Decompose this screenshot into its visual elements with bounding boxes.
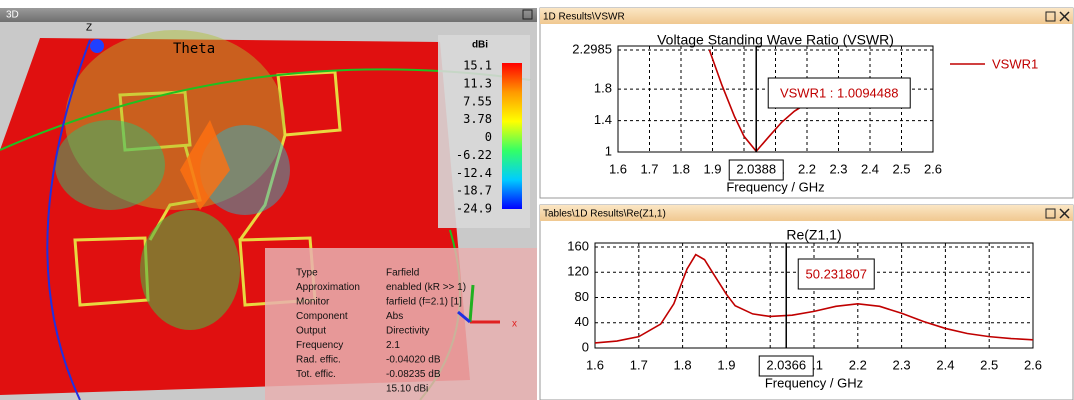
y-tick-label: 0	[582, 339, 589, 354]
info-value: enabled (kR >> 1)	[386, 282, 466, 293]
pattern-core	[180, 120, 230, 210]
x-tick-label: 2.3	[893, 357, 911, 372]
colorbar	[502, 63, 522, 209]
axis-x-label: x	[512, 319, 517, 330]
x-axis-label: Frequency / GHz	[726, 179, 824, 194]
x-axis-label: Frequency / GHz	[765, 375, 863, 390]
info-key: Output	[296, 326, 326, 337]
y-tick-label: 2.2985	[572, 41, 612, 56]
title-bar	[540, 8, 1073, 24]
y-tick-label: 40	[575, 314, 589, 329]
x-tick-label: 2.5	[892, 161, 910, 176]
colorbar-label: -6.22	[456, 148, 492, 162]
x-tick-label: 1.8	[672, 161, 690, 176]
x-tick-label: 2.4	[861, 161, 879, 176]
colorbar-label: 15.1	[463, 59, 492, 73]
y-tick-label: 120	[567, 264, 589, 279]
colorbar-label: 0	[485, 130, 492, 144]
info-value: farfield (f=2.1) [1]	[386, 297, 462, 308]
x-tick-label: 2.6	[1024, 357, 1042, 372]
colorbar-label: 11.3	[463, 76, 492, 90]
pattern-lobe	[200, 125, 290, 215]
x-tick-label: 2.5	[980, 357, 998, 372]
y-tick-label: 1.8	[594, 81, 612, 96]
series-line	[595, 253, 1033, 344]
chart-title: Re(Z1,1)	[786, 227, 841, 243]
colorbar-label: -18.7	[456, 184, 492, 198]
info-value: -0.04020 dB	[386, 355, 441, 366]
marker-value-label: 50.231807	[806, 266, 867, 281]
y-tick-label: 1.4	[594, 112, 612, 127]
panel-title: Tables\1D Results\Re(Z1,1)	[543, 209, 666, 220]
maximize-button[interactable]	[1045, 11, 1056, 22]
info-key: Frequency	[296, 340, 343, 351]
info-key: Rad. effic.	[296, 355, 341, 366]
x-tick-label: 1.7	[640, 161, 658, 176]
x-tick-label: 1.8	[674, 357, 692, 372]
info-key: Component	[296, 311, 348, 322]
panel-3d: 3D Z Theta dBi 15.1 11.3 7.55 3.78 0 -6.22 -12…	[0, 8, 537, 400]
axis-triad: x	[457, 284, 517, 330]
x-tick-label: 1.6	[586, 357, 604, 372]
maximize-button[interactable]	[1045, 208, 1056, 219]
x-tick-label: 2.6	[924, 161, 942, 176]
info-key: Tot. effic.	[296, 369, 336, 380]
x-tick-label: 1.7	[630, 357, 648, 372]
chart-title: Voltage Standing Wave Ratio (VSWR)	[657, 32, 894, 48]
legend-label: VSWR1	[992, 56, 1038, 71]
axis-handle	[90, 39, 104, 53]
x-tick-label: 1.6	[609, 161, 627, 176]
info-value: -0.08235 dB	[386, 369, 441, 380]
colorbar-label: -12.4	[456, 166, 492, 180]
x-tick-label: 1.9	[717, 357, 735, 372]
info-key: Approximation	[296, 282, 360, 293]
title-bar	[540, 205, 1073, 221]
y-tick-label: 160	[567, 238, 589, 253]
marker-x-label: 2.0388	[736, 161, 776, 176]
close-button[interactable]	[1059, 208, 1070, 219]
x-tick-label: 2.3	[829, 161, 847, 176]
panel-title: 1D Results\VSWR	[543, 12, 625, 23]
colorbar-label: 7.55	[463, 94, 492, 108]
chart-panel: 1D Results\VSWR 1 1.4 1.8 2.2985 1.6 1.7 1.8 1.9…	[539, 7, 1074, 199]
axis-label: Theta	[173, 41, 215, 57]
maximize-button[interactable]	[522, 9, 533, 20]
info-value: Directivity	[386, 326, 429, 337]
close-button[interactable]	[1059, 11, 1070, 22]
info-value: 2.1	[386, 340, 400, 351]
colorbar-label: 3.78	[463, 112, 492, 126]
info-key: Type	[296, 268, 318, 279]
x-tick-label: 1.9	[703, 161, 721, 176]
marker-x-box	[728, 159, 784, 181]
axis-z-label: Z	[86, 23, 92, 34]
marker-value-label: VSWR1 : 1.0094488	[780, 85, 899, 100]
pattern-lobe	[140, 210, 240, 330]
y-tick-label: 80	[575, 289, 589, 304]
marker-x-box	[758, 355, 814, 377]
info-value: Abs	[386, 311, 403, 322]
chart-panel: Tables\1D Results\Re(Z1,1) 0 40 80 120 160 1.6…	[539, 204, 1074, 400]
pattern-lobe	[55, 120, 165, 210]
x-tick-label: 2.2	[849, 357, 867, 372]
panel-title: 3D	[6, 10, 19, 21]
title-bar	[0, 8, 537, 22]
marker-value-box	[797, 258, 875, 290]
y-tick-label: 1	[605, 143, 612, 158]
marker-x-label: 2.0366	[766, 357, 806, 372]
x-tick-label: 2.2	[798, 161, 816, 176]
info-overlay	[265, 248, 537, 400]
info-key: Monitor	[296, 297, 330, 308]
marker-value-box	[767, 77, 911, 109]
x-tick-label: 2.4	[936, 357, 954, 372]
info-value: 15.10 dBi	[386, 384, 428, 395]
colorbar-unit: dBi	[472, 40, 488, 51]
info-value: Farfield	[386, 268, 419, 279]
colorbar-label: -24.9	[456, 202, 492, 216]
